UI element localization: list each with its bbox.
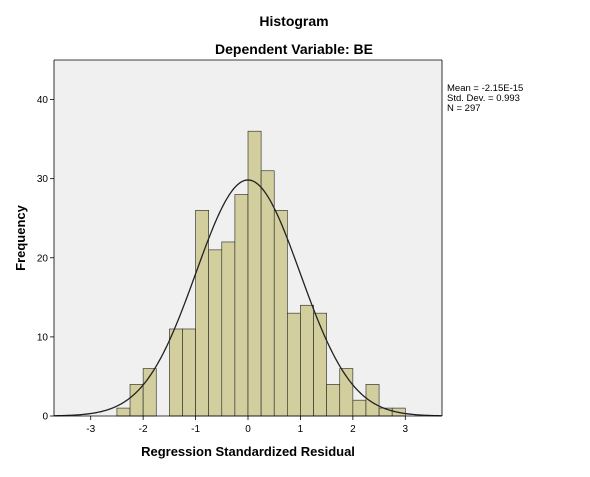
histogram-bar [129,384,144,417]
x-tick-label: -1 [191,424,200,435]
y-tick-label: 0 [42,412,48,423]
stat-std-dev: Std. Dev. = 0.993 [447,93,520,104]
histogram-bar [221,241,236,417]
histogram-bar [326,384,341,417]
histogram-bar [208,249,223,417]
normal-curve [53,179,443,417]
x-tick-label: -2 [139,424,148,435]
histogram-bar [352,399,367,417]
y-tick-label: 10 [37,332,49,343]
x-tick-label: 3 [403,424,409,435]
histogram-bar [247,130,262,417]
stat-n: N = 297 [447,103,481,114]
y-tick-label: 40 [37,95,49,106]
chart-subtitle: Dependent Variable: BE [215,41,373,57]
x-axis-label: Regression Standardized Residual [141,444,355,459]
histogram-bar [182,328,196,417]
histogram-bar [195,210,209,417]
stat-mean: Mean = -2.15E-15 [447,83,523,94]
histogram-bar [287,312,301,417]
bars-group [116,130,406,417]
histogram-bar [169,328,183,417]
histogram-bar [273,210,288,417]
y-tick-label: 30 [37,174,49,185]
histogram-bar [116,407,131,417]
histogram-bar [234,194,249,417]
x-tick-label: 2 [350,424,356,435]
x-tick-label: 1 [298,424,304,435]
x-tick-label: 0 [245,424,251,435]
histogram-bar [313,312,327,417]
histogram-bar [260,170,275,417]
chart-title: Histogram [259,13,328,29]
x-tick-label: -3 [86,424,95,435]
y-axis-label: Frequency [13,204,28,271]
y-tick-label: 20 [37,253,49,264]
histogram-bar [300,304,314,417]
